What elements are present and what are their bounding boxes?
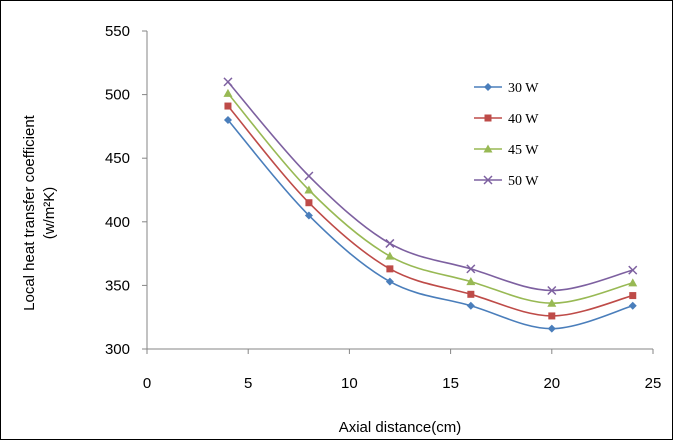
- series-line: [227, 92, 633, 305]
- data-point: [223, 77, 233, 87]
- data-point: [466, 264, 476, 274]
- data-point: [547, 298, 557, 307]
- legend: 30 W 40 W 45 W 50 W: [474, 81, 539, 189]
- y-axis-title: Local heat transfer coefficient (w/m²K): [21, 114, 58, 311]
- x-tick-label: 25: [645, 375, 662, 392]
- data-point: [223, 88, 233, 97]
- data-point: [628, 265, 638, 275]
- y-axis-title-line2: (w/m²K): [41, 187, 58, 240]
- x-tick-label: 15: [442, 375, 459, 392]
- data-point: [304, 185, 314, 194]
- x-tick-label: 5: [244, 375, 252, 392]
- data-point: [305, 199, 313, 207]
- x-tick-label: 0: [143, 375, 151, 392]
- data-point: [548, 312, 556, 320]
- series-line: [227, 119, 633, 330]
- legend-marker: [484, 83, 492, 91]
- legend-label: 50 W: [508, 174, 539, 189]
- legend-item: 45 W: [474, 143, 539, 158]
- y-ticks: 300 350 400 450 500 550: [105, 23, 147, 358]
- legend-marker: [483, 175, 493, 185]
- data-point: [385, 251, 395, 260]
- y-tick-label: 550: [105, 23, 130, 40]
- series-50w: [223, 77, 638, 296]
- data-point: [224, 102, 232, 110]
- y-tick-label: 300: [105, 341, 130, 358]
- data-point: [467, 290, 475, 298]
- legend-label: 30 W: [508, 81, 539, 96]
- data-point: [385, 238, 395, 248]
- series-45w: [223, 88, 638, 307]
- legend-marker: [483, 144, 493, 153]
- data-point: [628, 301, 637, 310]
- data-point: [386, 265, 394, 273]
- data-point: [547, 285, 557, 296]
- legend-item: 40 W: [474, 112, 539, 127]
- data-point: [628, 278, 638, 287]
- data-point: [466, 277, 476, 286]
- y-tick-label: 500: [105, 87, 130, 104]
- data-point: [466, 301, 475, 310]
- data-point: [304, 171, 314, 181]
- y-tick-label: 450: [105, 150, 130, 167]
- x-axis-title: Axial distance(cm): [339, 419, 462, 436]
- legend-marker: [484, 114, 492, 122]
- legend-label: 40 W: [508, 112, 539, 127]
- series-line: [227, 105, 633, 317]
- legend-label: 45 W: [508, 143, 539, 158]
- legend-item: 50 W: [474, 174, 539, 189]
- y-tick-label: 400: [105, 214, 130, 231]
- y-axis-title-line1: Local heat transfer coefficient: [21, 114, 38, 311]
- series-40w: [224, 102, 637, 320]
- x-ticks: 0 5 10 15 20 25: [143, 349, 662, 392]
- data-point: [629, 292, 637, 300]
- axes: 300 350 400 450 500 550 0 5 10 15 20 25: [105, 23, 661, 392]
- data-point: [304, 211, 313, 220]
- x-tick-label: 10: [341, 375, 358, 392]
- series-30w: [223, 116, 637, 333]
- data-point: [385, 277, 394, 286]
- x-tick-label: 20: [543, 375, 560, 392]
- y-tick-label: 350: [105, 277, 130, 294]
- legend-item: 30 W: [474, 81, 539, 96]
- data-point: [223, 116, 232, 125]
- data-point: [547, 324, 556, 333]
- series-line: [227, 81, 633, 292]
- series-layer: [223, 77, 638, 333]
